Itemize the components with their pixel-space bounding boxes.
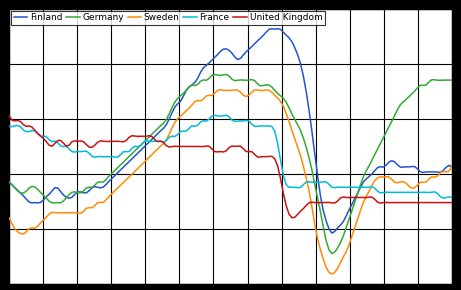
France (315, 180, 320, 184)
Finland (172, 105, 177, 109)
Finland (315, 174, 320, 177)
Line: Sweden: Sweden (9, 90, 452, 274)
United Kingdom (172, 144, 177, 148)
Sweden (172, 121, 177, 124)
Germany (272, 88, 278, 92)
Germany (212, 73, 218, 76)
Germany (315, 196, 320, 200)
Finland (369, 172, 375, 176)
United Kingdom (366, 195, 372, 199)
France (212, 113, 218, 117)
Germany (449, 78, 455, 82)
Sweden (329, 272, 335, 276)
France (440, 196, 446, 200)
France (449, 196, 455, 199)
Finland (6, 180, 12, 184)
Sweden (315, 237, 320, 240)
Finland (329, 231, 335, 235)
Finland (189, 83, 195, 87)
Sweden (218, 88, 223, 92)
Finland (275, 27, 280, 30)
Sweden (369, 184, 375, 187)
Finland (118, 168, 124, 172)
Line: Finland: Finland (9, 29, 452, 233)
France (366, 185, 372, 189)
France (172, 135, 177, 138)
Sweden (272, 94, 278, 97)
United Kingdom (269, 155, 275, 158)
Line: Germany: Germany (9, 75, 452, 253)
Line: United Kingdom: United Kingdom (9, 116, 452, 218)
France (272, 129, 278, 133)
Sweden (449, 165, 455, 168)
France (189, 124, 195, 128)
Legend: Finland, Germany, Sweden, France, United Kingdom: Finland, Germany, Sweden, France, United… (11, 10, 325, 25)
Sweden (189, 103, 195, 107)
United Kingdom (315, 201, 320, 204)
United Kingdom (289, 216, 295, 220)
United Kingdom (118, 140, 124, 143)
Germany (329, 252, 335, 255)
Finland (269, 27, 275, 30)
Finland (449, 165, 455, 168)
France (6, 124, 12, 128)
United Kingdom (189, 145, 195, 148)
Sweden (118, 184, 124, 187)
United Kingdom (449, 201, 455, 204)
United Kingdom (6, 114, 12, 117)
Germany (6, 180, 12, 184)
Germany (189, 84, 195, 87)
Germany (118, 163, 124, 167)
Germany (172, 100, 177, 104)
Line: France: France (9, 115, 452, 198)
France (118, 153, 124, 156)
Germany (369, 159, 375, 162)
Sweden (6, 216, 12, 220)
